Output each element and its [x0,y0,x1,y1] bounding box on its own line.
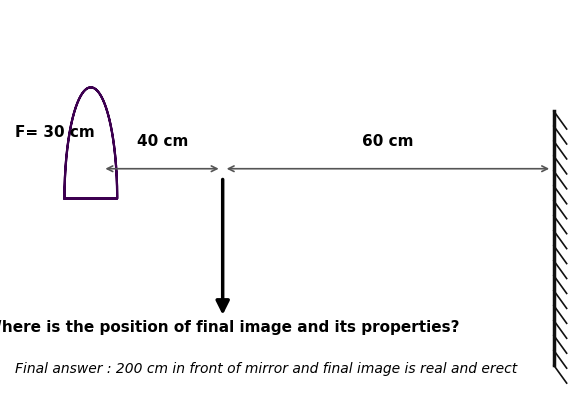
Text: Where is the position of final image and its properties?: Where is the position of final image and… [0,320,460,335]
Text: F= 30 cm: F= 30 cm [15,125,94,141]
Text: 40 cm: 40 cm [137,134,189,149]
Text: Final answer : 200 cm in front of mirror and final image is real and erect: Final answer : 200 cm in front of mirror… [15,362,517,376]
Text: 60 cm: 60 cm [362,134,414,149]
